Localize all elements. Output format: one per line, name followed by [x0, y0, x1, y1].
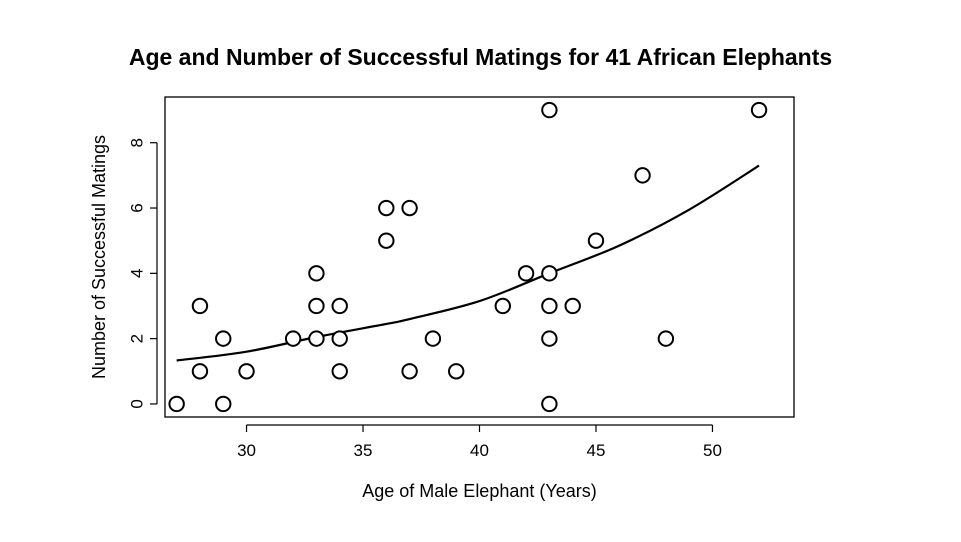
data-points [168, 101, 768, 413]
plot-frame [164, 96, 795, 418]
data-point [191, 363, 209, 380]
data-point [331, 297, 348, 315]
y-tick-label: 6 [128, 203, 147, 212]
data-point [238, 363, 255, 380]
data-point [191, 297, 209, 315]
data-point [284, 330, 302, 347]
y-tick-label: 0 [128, 399, 147, 408]
data-point [401, 199, 418, 217]
x-axis-title: Age of Male Elephant (Years) [362, 481, 596, 501]
data-point [564, 297, 581, 315]
data-point [331, 363, 348, 380]
x-tick-label: 40 [470, 441, 489, 460]
data-point [541, 330, 558, 347]
y-tick-label: 2 [128, 334, 147, 343]
data-point [517, 265, 535, 282]
x-tick-label: 50 [703, 441, 722, 460]
data-point [541, 101, 558, 119]
fitted-curve [176, 164, 760, 362]
data-point [541, 265, 558, 282]
data-point [541, 297, 558, 315]
data-point [331, 330, 348, 347]
x-tick-label: 45 [587, 441, 606, 460]
data-point [448, 363, 465, 380]
data-point [587, 232, 605, 249]
chart-title: Age and Number of Successful Matings for… [128, 44, 833, 70]
y-tick-label: 4 [128, 269, 147, 278]
data-point [378, 232, 395, 249]
y-tick-label: 8 [128, 138, 147, 147]
data-point [308, 330, 325, 347]
data-point [424, 330, 442, 347]
data-point [168, 395, 185, 413]
data-point [401, 363, 418, 380]
y-axis: 0 2 4 6 8 [128, 138, 158, 409]
y-axis-title: Number of Successful Matings [89, 135, 109, 379]
x-tick-label: 30 [237, 441, 256, 460]
x-axis: 30 35 40 45 50 [237, 424, 722, 460]
data-point [378, 199, 395, 217]
data-point [308, 297, 325, 315]
data-point [541, 395, 558, 413]
data-point [215, 395, 232, 413]
x-tick-label: 35 [354, 441, 373, 460]
data-point [308, 265, 325, 282]
data-point [750, 101, 768, 119]
data-point [215, 330, 232, 347]
data-point [634, 167, 651, 184]
data-point [494, 297, 511, 315]
data-point [657, 330, 675, 347]
